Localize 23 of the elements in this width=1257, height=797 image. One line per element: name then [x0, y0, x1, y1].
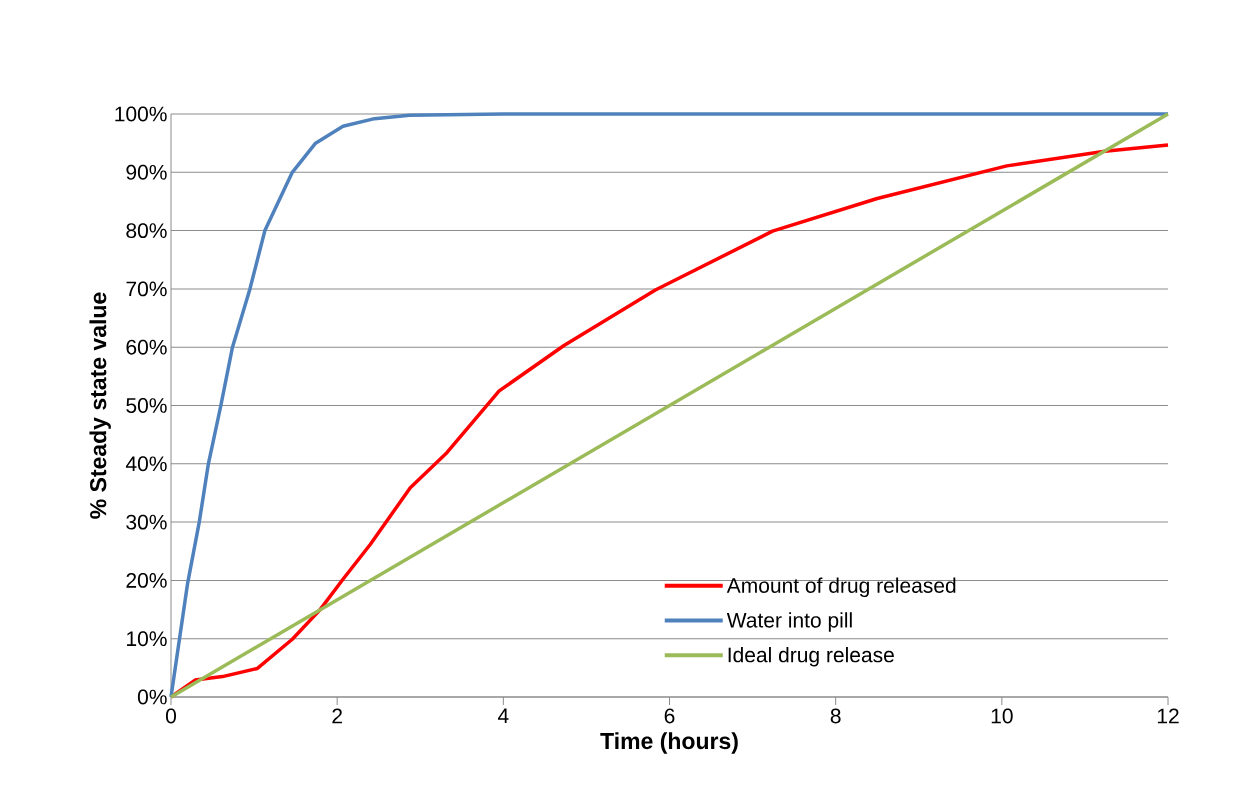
legend-label: Amount of drug released [726, 577, 956, 598]
legend-label: Water into pill [726, 612, 852, 632]
x-tick-label: 2 [332, 708, 342, 724]
y-tick-label: 10% [127, 631, 167, 647]
y-tick-label: 40% [125, 456, 167, 472]
x-tick-label: 12 [1157, 708, 1179, 724]
legend-label: Ideal drug release [728, 646, 894, 667]
y-axis-title: % Steady state value [89, 292, 111, 519]
y-tick-label: 70% [126, 281, 167, 297]
x-tick-label: 10 [991, 708, 1013, 724]
x-tick-label: 8 [830, 708, 841, 724]
y-tick-label: 50% [126, 398, 167, 413]
x-tick-label: 0 [165, 708, 177, 724]
x-tick-label: 6 [664, 708, 675, 724]
x-tick-label: 4 [497, 708, 509, 723]
y-tick-label: 30% [126, 514, 167, 530]
y-tick-label: 20% [126, 572, 167, 588]
y-tick-label: 90% [126, 164, 167, 180]
y-tick-label: 80% [126, 223, 167, 239]
y-tick-label: 0% [137, 689, 167, 705]
y-tick-label: 100% [115, 106, 167, 122]
y-tick-label: 60% [126, 339, 167, 355]
x-axis-title: Time (hours) [600, 732, 738, 754]
